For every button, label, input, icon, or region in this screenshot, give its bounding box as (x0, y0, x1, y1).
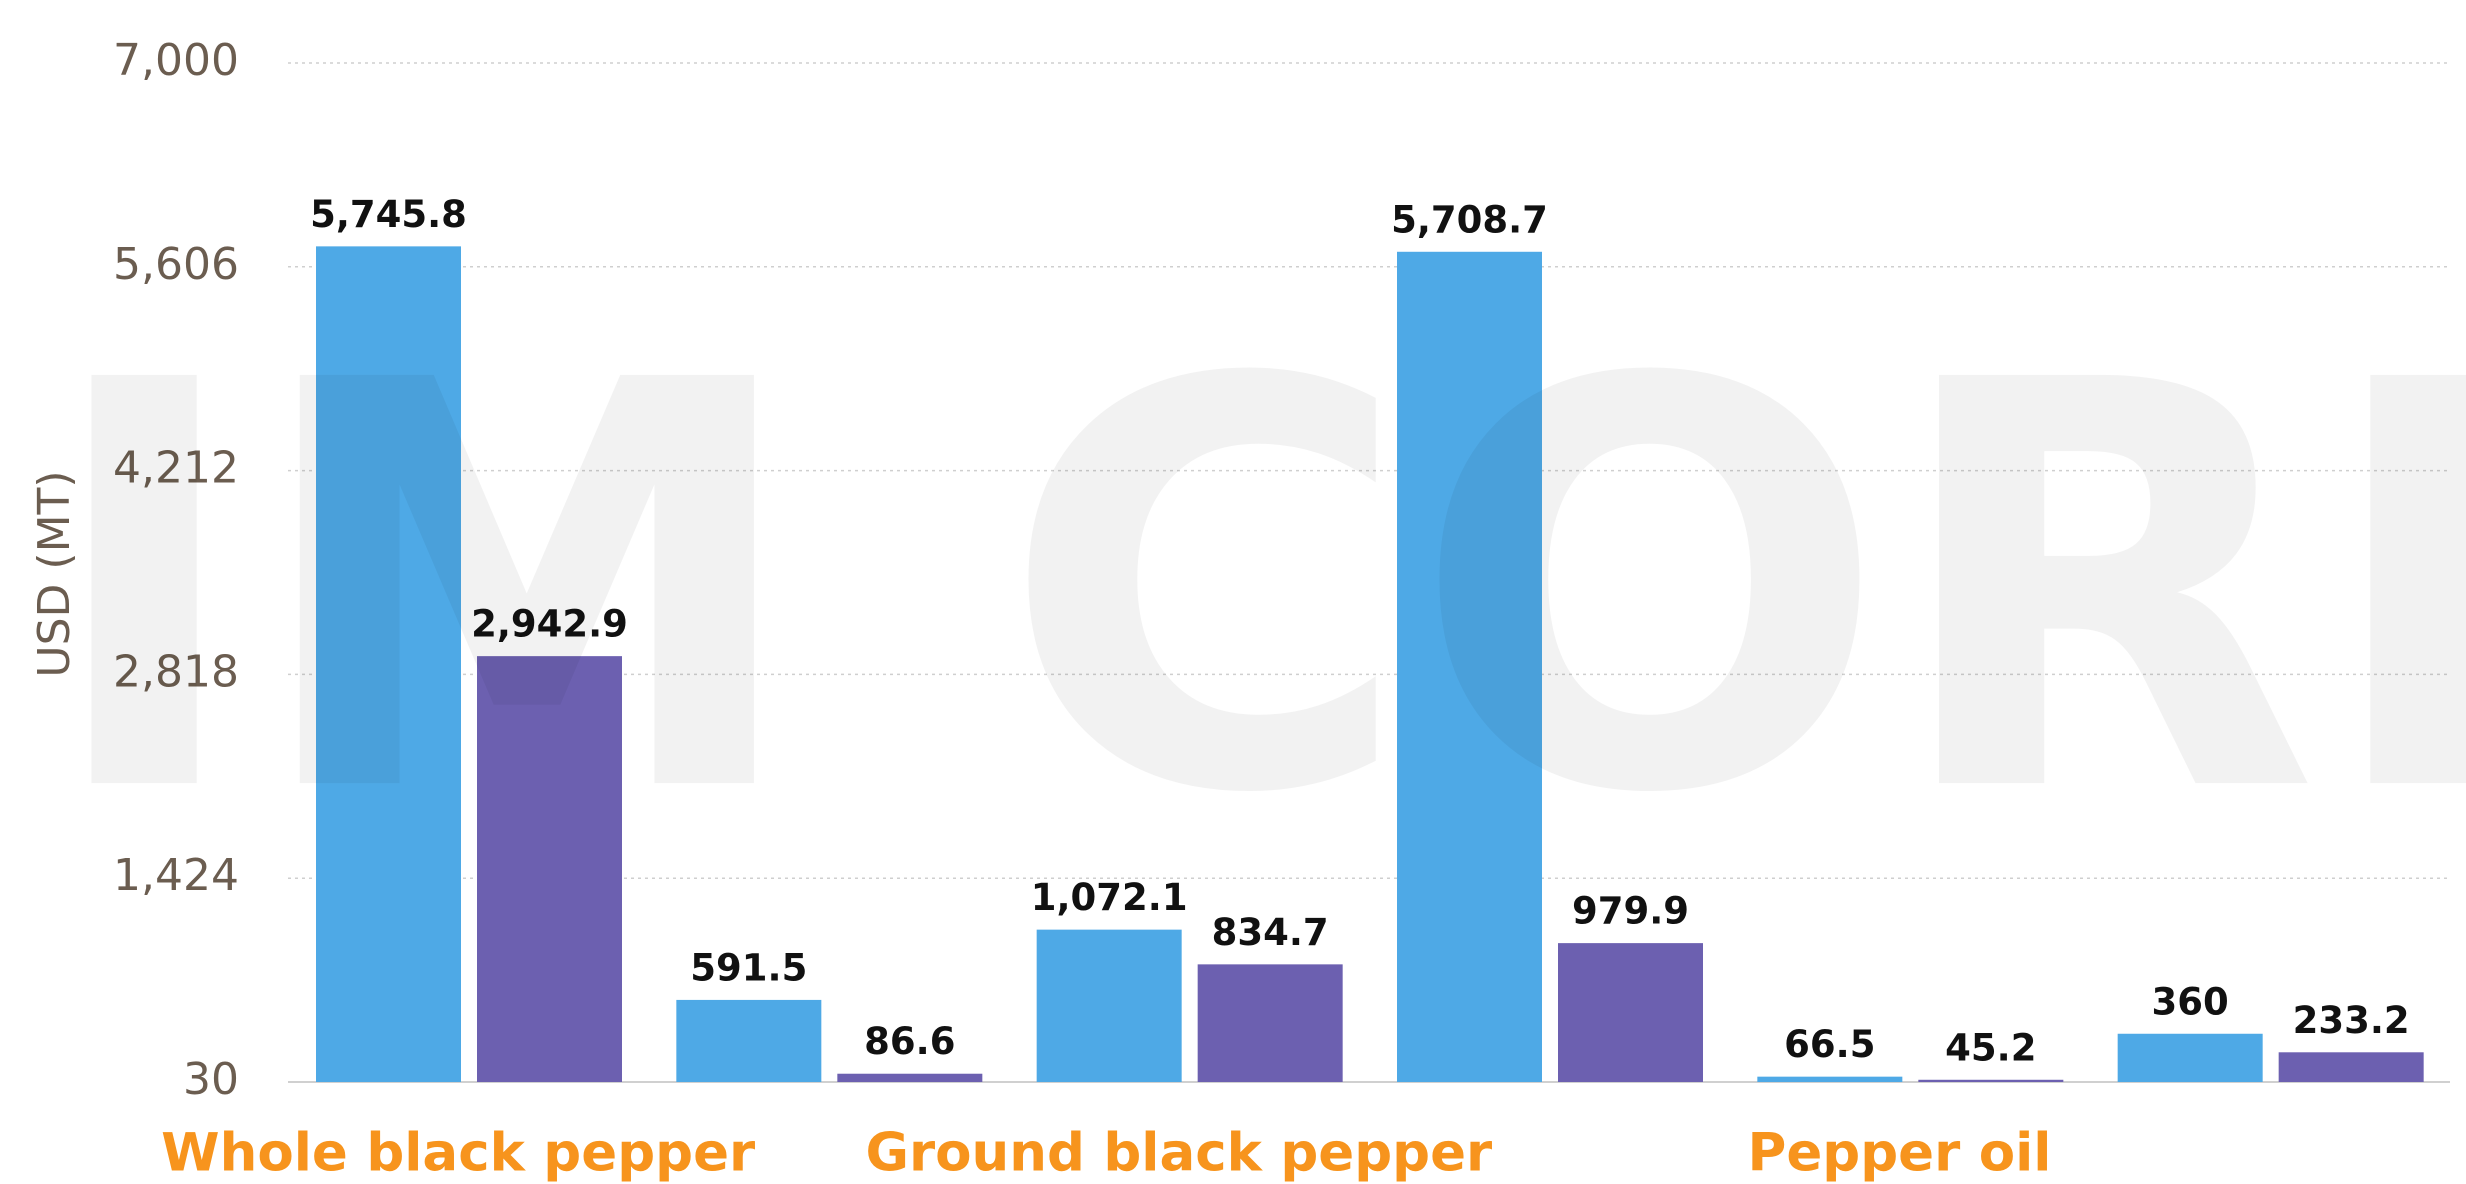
bar (1036, 929, 1182, 1082)
data-label: 86.6 (864, 1020, 955, 1063)
data-label: 5,708.7 (1391, 198, 1548, 241)
y-tick-label: 5,606 (113, 239, 239, 290)
bar (316, 246, 461, 1083)
data-label: 66.5 (1784, 1023, 1875, 1066)
bar (2117, 1033, 2263, 1082)
data-label: 45.2 (1945, 1026, 2036, 1069)
data-label: 5,745.8 (310, 193, 467, 236)
y-axis-label: USD (MT) (29, 470, 80, 677)
y-tick-label: 30 (183, 1054, 239, 1105)
data-label: 360 (2152, 980, 2229, 1023)
data-label: 233.2 (2293, 999, 2410, 1042)
bar (2278, 1052, 2424, 1082)
y-tick-label: 1,424 (113, 850, 239, 901)
bar (1397, 251, 1542, 1082)
data-label: 591.5 (690, 946, 807, 989)
bar (1197, 964, 1343, 1082)
data-label: 834.7 (1212, 911, 1329, 954)
category-label: Whole black pepper (161, 1123, 755, 1184)
bar (837, 1073, 983, 1082)
data-label: 1,072.1 (1031, 876, 1188, 919)
bar (1558, 943, 1703, 1082)
bar (676, 999, 822, 1082)
y-tick-label: 2,818 (113, 646, 239, 697)
data-label: 2,942.9 (471, 603, 628, 646)
bar (1757, 1076, 1903, 1082)
watermark: IM CORP (40, 264, 2466, 916)
bar (477, 656, 622, 1082)
category-label: Pepper oil (1748, 1123, 2052, 1184)
category-label: Ground black pepper (865, 1123, 1492, 1184)
bar (1918, 1079, 2064, 1082)
y-tick-label: 7,000 (113, 35, 239, 86)
y-tick-label: 4,212 (113, 443, 239, 494)
data-label: 979.9 (1572, 890, 1689, 933)
